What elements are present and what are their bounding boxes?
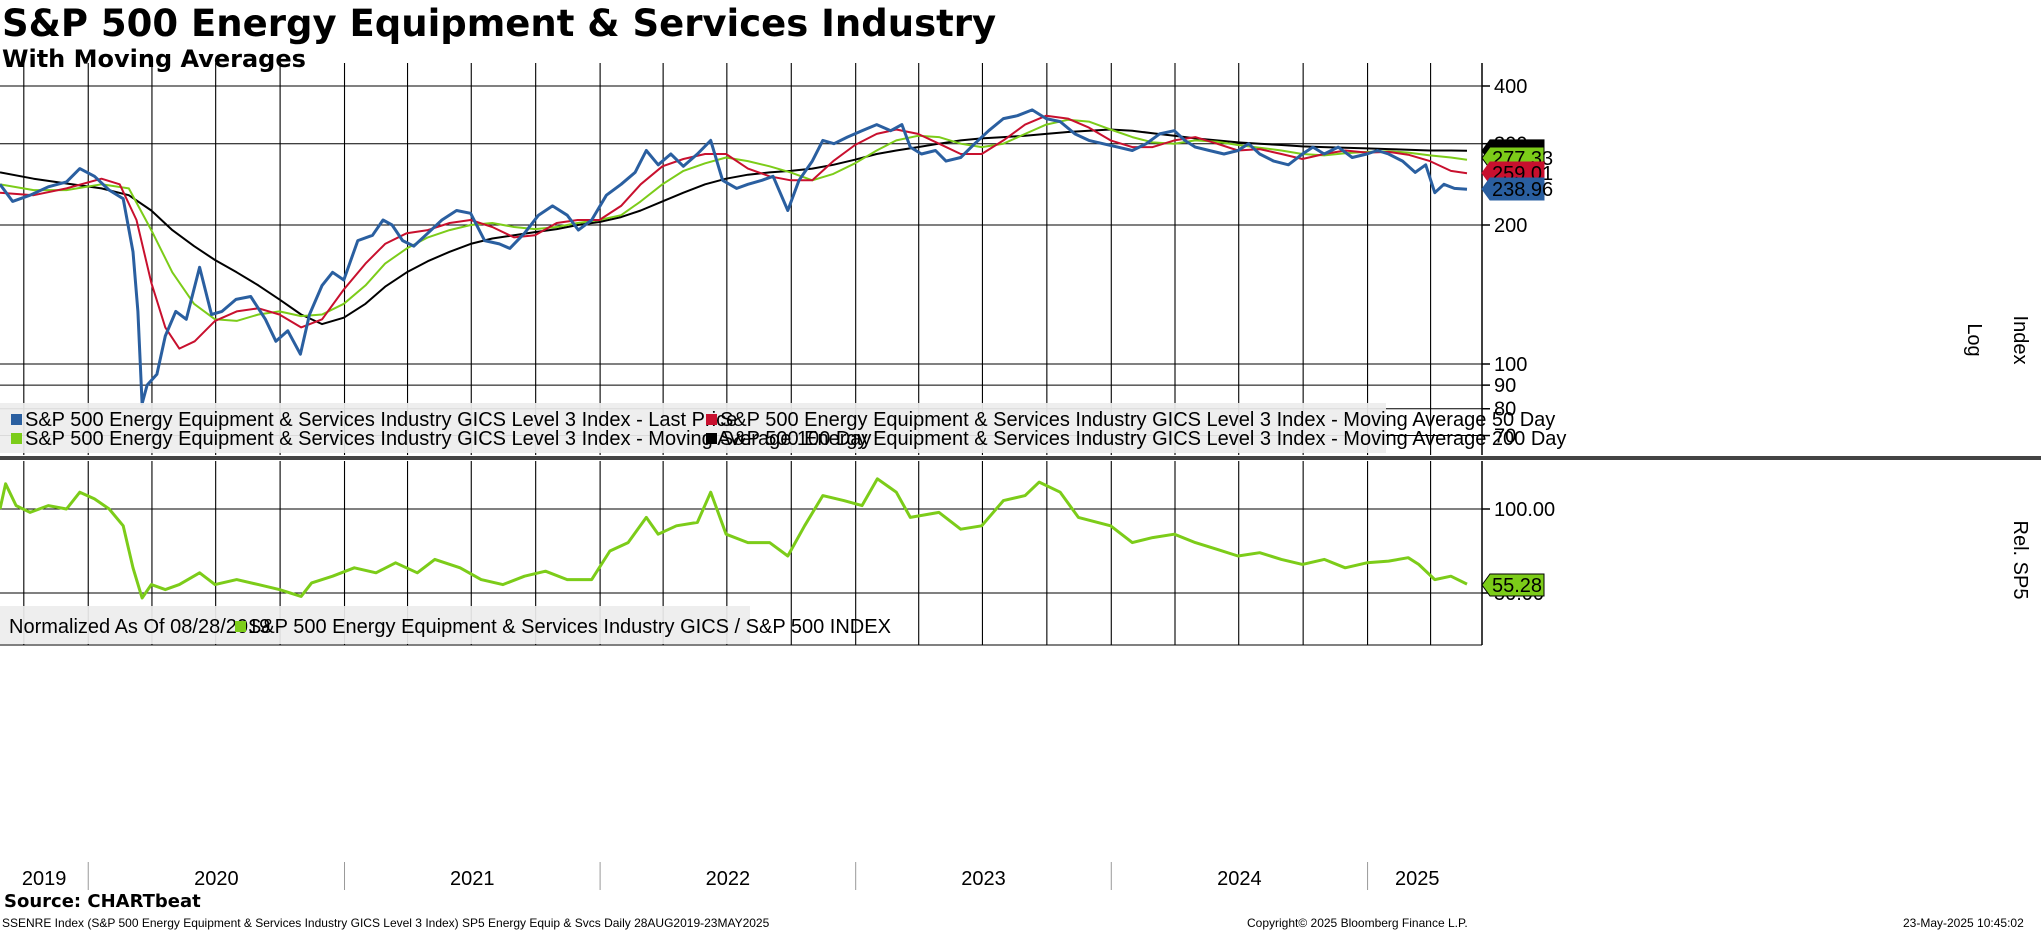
upper-legend: S&P 500 Energy Equipment & Services Indu… [0,403,1566,453]
y-tick-label: 100.00 [1494,499,1555,521]
upper-y-axis-title: Index [2009,316,2031,365]
x-tick-label: 2023 [961,868,1006,890]
relative-last-value-text: 55.28 [1492,575,1542,597]
y-tick-label: 100 [1494,354,1527,376]
series-line-0 [0,108,1468,406]
y-tick-label: 400 [1494,76,1527,98]
legend-entry-label: S&P 500 Energy Equipment & Services Indu… [25,409,737,431]
series-line-3 [0,128,1468,326]
legend-swatch [706,433,717,444]
x-tick-label: 2019 [22,868,67,890]
y-tick-label: 200 [1494,215,1527,237]
relative-last-value-shape [1481,573,1545,597]
chart-title: S&P 500 Energy Equipment & Services Indu… [2,2,997,45]
series-line-2 [0,118,1468,322]
lower-series-lines [0,477,1468,600]
footer-timestamp: 23-May-2025 10:45:02 [1903,916,2024,930]
price-last-value-text: 238.96 [1492,179,1553,201]
legend-swatch [706,414,717,425]
y-tick-label: 80 [1494,399,1516,421]
legend-entry-label: S&P 500 Energy Equipment & Services Indu… [720,409,1555,431]
legend-swatch [11,414,22,425]
x-tick-label: 2020 [194,868,239,890]
x-tick-label: 2024 [1217,868,1262,890]
footer-description: SSENRE Index (S&P 500 Energy Equipment &… [2,916,770,930]
price-last-value-shape [1481,177,1545,201]
chart-subtitle: With Moving Averages [2,45,306,73]
upper-gridlines [0,63,1482,455]
x-tick-label: 2021 [450,868,495,890]
lower-legend-background [0,606,750,644]
x-tick-label: 2025 [1395,868,1440,890]
lower-y-axis-title: Rel. SP5 [2009,521,2031,600]
log-scale-label: Log [1963,323,1985,356]
normalized-note: Normalized As Of 08/28/2019 [9,616,270,638]
y-tick-label: 90 [1494,375,1516,397]
legend-entry-label: S&P 500 Energy Equipment & Services Indu… [720,428,1566,450]
y-tick-label: 70 [1494,426,1516,448]
legend-swatch [11,433,22,444]
legend-entry-label: S&P 500 Energy Equipment & Services Indu… [248,616,891,638]
relative-series-line [0,477,1468,600]
legend-entry-label: S&P 500 Energy Equipment & Services Indu… [25,428,871,450]
legend-swatch [235,621,246,632]
upper-legend-background [0,403,1386,453]
upper-series-lines [0,108,1468,406]
footer-copyright: Copyright© 2025 Bloomberg Finance L.P. [1247,916,1468,930]
axes: 400300200100908070100.0050.0020192020202… [0,63,2041,890]
relative-last-value: 55.28 [1481,573,1545,597]
source-label: Source: CHARTbeat [4,891,201,912]
price-last-value: 238.96 [1481,177,1553,201]
x-tick-label: 2022 [706,868,751,890]
series-line-1 [0,114,1468,350]
